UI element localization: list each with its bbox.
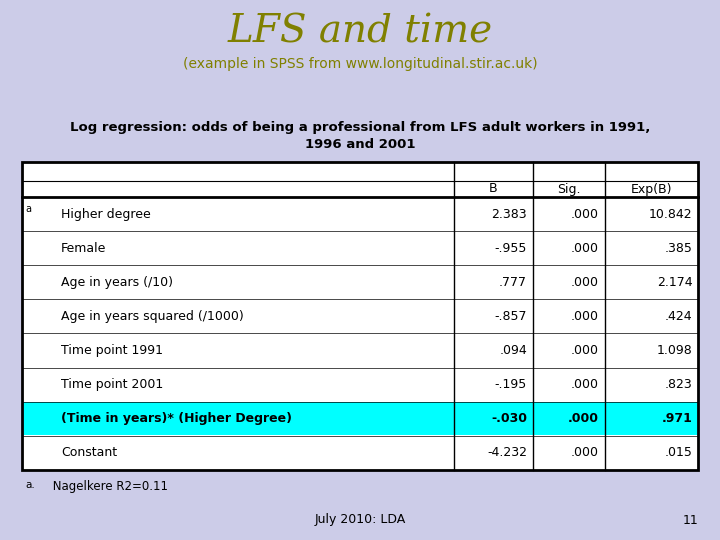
Text: a: a: [25, 204, 31, 214]
Text: -.030: -.030: [491, 412, 527, 425]
Text: -.857: -.857: [495, 310, 527, 323]
Text: Log regression: odds of being a professional from LFS adult workers in 1991,: Log regression: odds of being a professi…: [70, 122, 650, 134]
Text: (Time in years)* (Higher Degree): (Time in years)* (Higher Degree): [61, 412, 292, 425]
Text: Female: Female: [61, 242, 107, 255]
Text: July 2010: LDA: July 2010: LDA: [315, 514, 405, 526]
Text: (example in SPSS from www.longitudinal.stir.ac.uk): (example in SPSS from www.longitudinal.s…: [183, 57, 537, 71]
Text: Exp(B): Exp(B): [631, 183, 672, 195]
Text: -.955: -.955: [495, 242, 527, 255]
Text: 1996 and 2001: 1996 and 2001: [305, 138, 415, 151]
Text: .823: .823: [665, 378, 693, 391]
Text: .424: .424: [665, 310, 693, 323]
Text: .971: .971: [662, 412, 693, 425]
Text: Nagelkere R2=0.11: Nagelkere R2=0.11: [49, 480, 168, 492]
Text: 10.842: 10.842: [649, 208, 693, 221]
Bar: [22, 402, 698, 435]
Text: .000: .000: [571, 344, 599, 357]
Text: 2.174: 2.174: [657, 276, 693, 289]
Text: .094: .094: [499, 344, 527, 357]
Text: .000: .000: [571, 276, 599, 289]
Text: Higher degree: Higher degree: [61, 208, 151, 221]
Text: 2.383: 2.383: [492, 208, 527, 221]
Text: a.: a.: [25, 480, 35, 490]
Text: -4.232: -4.232: [487, 446, 527, 459]
Text: .385: .385: [665, 242, 693, 255]
Text: .000: .000: [571, 208, 599, 221]
Text: .000: .000: [571, 310, 599, 323]
Text: -.195: -.195: [495, 378, 527, 391]
Text: Constant: Constant: [61, 446, 117, 459]
Text: Time point 1991: Time point 1991: [61, 344, 163, 357]
Text: LFS and time: LFS and time: [228, 14, 492, 51]
Text: .015: .015: [665, 446, 693, 459]
Text: 1.098: 1.098: [657, 344, 693, 357]
Text: B: B: [489, 183, 498, 195]
Text: .000: .000: [568, 412, 599, 425]
Text: .000: .000: [571, 242, 599, 255]
Text: Time point 2001: Time point 2001: [61, 378, 163, 391]
Text: .000: .000: [571, 446, 599, 459]
Text: .000: .000: [571, 378, 599, 391]
Text: 11: 11: [683, 514, 698, 526]
Text: Sig.: Sig.: [557, 183, 580, 195]
Text: Age in years (/10): Age in years (/10): [61, 276, 174, 289]
Text: Age in years squared (/1000): Age in years squared (/1000): [61, 310, 244, 323]
Text: .777: .777: [499, 276, 527, 289]
